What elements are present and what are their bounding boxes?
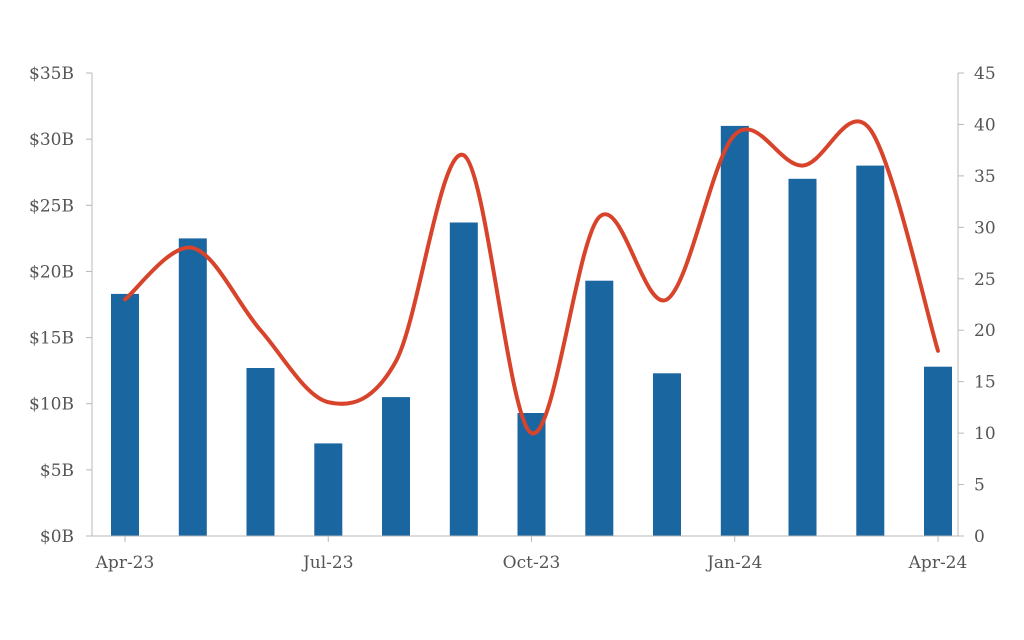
bar-Aug-23 [382,397,410,536]
right-tick-label: 10 [974,424,996,444]
bar-Dec-23 [653,373,681,536]
right-tick-label: 40 [974,115,996,135]
right-tick-label: 0 [974,527,985,547]
left-tick-label: $15B [29,329,74,349]
right-tick-label: 15 [974,373,996,393]
bar-Feb-24 [788,178,817,537]
right-tick-label: 20 [974,321,996,341]
bar-series [111,125,952,537]
left-tick-label: $20B [29,262,74,282]
left-tick-label: $0B [40,527,74,547]
left-tick-label: $5B [40,461,74,481]
left-axis-ticks: $0B $5B $10B $15B $20B $25B $30B $35B [29,64,92,547]
x-tick-label: Apr-23 [95,553,155,573]
bar-Jan-24 [720,125,749,537]
right-tick-label: 25 [974,270,996,290]
bar-Mar-24 [856,165,885,536]
x-tick-label: Oct-23 [503,553,561,573]
bar-Nov-23 [585,280,614,536]
bar-Sep-23 [449,222,478,536]
right-tick-label: 30 [974,218,996,238]
right-tick-label: 35 [974,167,996,187]
right-axis-ticks: 0 5 10 15 20 25 30 35 40 45 [958,64,996,547]
x-tick-label: Jul-23 [301,553,354,573]
x-tick-label: Jan-24 [705,553,762,573]
axes [91,73,959,537]
line-series [123,119,940,436]
left-tick-label: $30B [29,130,74,150]
bar-May-23 [178,238,207,536]
left-tick-label: $35B [29,64,74,84]
bar-Apr-24 [924,366,952,536]
x-axis-ticks: Apr-23 Jul-23 Oct-23 Jan-24 Apr-24 [95,536,968,573]
bar-Apr-23 [111,293,139,536]
x-tick-label: Apr-24 [908,553,968,573]
bar-Jun-23 [246,368,275,536]
bar-Jul-23 [314,443,343,536]
left-tick-label: $25B [29,196,74,216]
right-tick-label: 5 [974,476,985,496]
left-tick-label: $10B [29,395,74,415]
right-tick-label: 45 [974,64,996,84]
